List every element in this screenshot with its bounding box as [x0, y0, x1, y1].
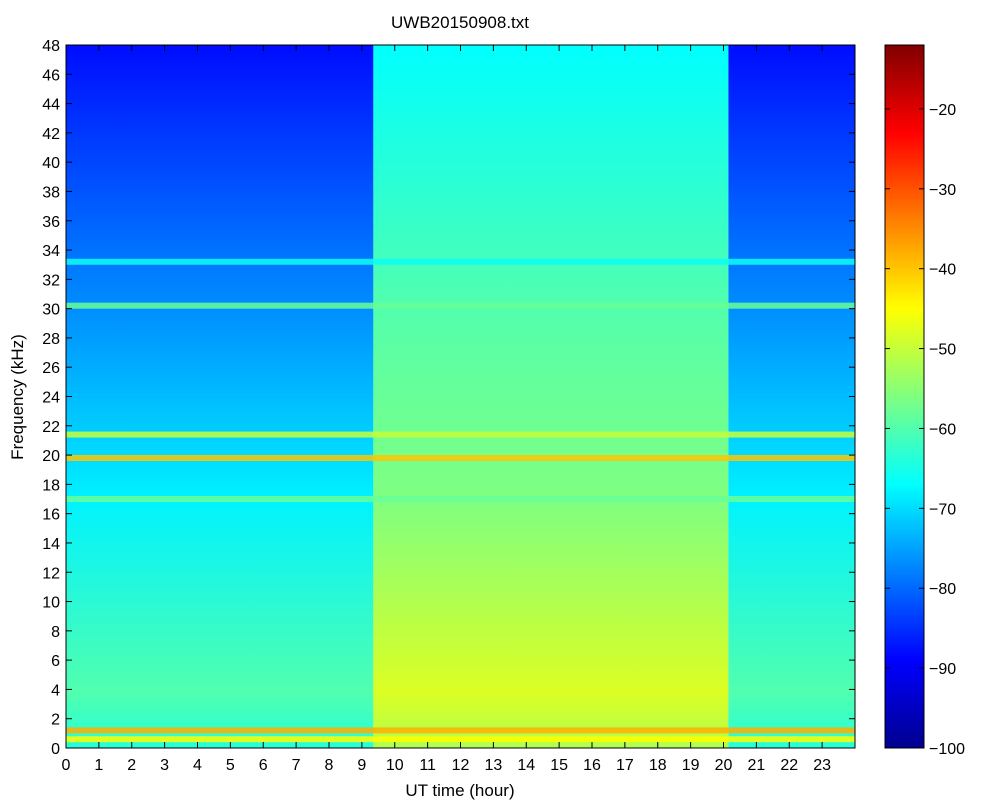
x-tick-label: 2 — [127, 757, 136, 774]
colorbar-tick-label: −30 — [929, 182, 956, 199]
region-block — [373, 45, 729, 748]
y-tick-label: 6 — [51, 653, 60, 670]
y-tick-label: 0 — [51, 741, 60, 758]
x-tick-label: 5 — [226, 757, 235, 774]
colorbar-tick-label: −40 — [929, 262, 956, 279]
colorbar-tick-label: −100 — [929, 741, 965, 758]
colorbar-tick-label: −20 — [929, 102, 956, 119]
x-tick-label: 16 — [583, 757, 601, 774]
y-tick-label: 28 — [42, 331, 60, 348]
x-tick-label: 0 — [62, 757, 71, 774]
y-tick-label: 4 — [51, 682, 60, 699]
y-tick-label: 30 — [42, 302, 60, 319]
y-tick-label: 26 — [42, 360, 60, 377]
x-tick-label: 8 — [325, 757, 334, 774]
x-tick-label: 18 — [649, 757, 667, 774]
x-tick-label: 7 — [292, 757, 301, 774]
y-tick-label: 16 — [42, 507, 60, 524]
y-tick-label: 44 — [42, 97, 60, 114]
y-tick-label: 40 — [42, 155, 60, 172]
frequency-band — [66, 727, 855, 734]
y-axis-label: Frequency (kHz) — [8, 334, 27, 460]
y-tick-label: 10 — [42, 595, 60, 612]
y-tick-label: 36 — [42, 214, 60, 231]
frequency-band — [66, 455, 855, 462]
x-tick-label: 12 — [452, 757, 470, 774]
region-block — [66, 45, 374, 748]
colorbar-tick-label: −70 — [929, 501, 956, 518]
x-tick-label: 21 — [747, 757, 765, 774]
y-tick-label: 42 — [42, 126, 60, 143]
x-tick-label: 10 — [386, 757, 404, 774]
colorbar-tick-label: −50 — [929, 342, 956, 359]
x-tick-label: 4 — [193, 757, 202, 774]
y-tick-label: 20 — [42, 448, 60, 465]
x-tick-label: 19 — [682, 757, 700, 774]
y-tick-label: 12 — [42, 565, 60, 582]
colorbar-tick-label: −90 — [929, 661, 956, 678]
frequency-band — [66, 258, 855, 265]
y-tick-label: 2 — [51, 712, 60, 729]
y-tick-label: 46 — [42, 67, 60, 84]
x-tick-label: 15 — [550, 757, 568, 774]
y-tick-label: 38 — [42, 184, 60, 201]
y-tick-label: 14 — [42, 536, 60, 553]
y-tick-label: 32 — [42, 272, 60, 289]
y-tick-label: 18 — [42, 477, 60, 494]
x-tick-label: 11 — [419, 757, 436, 774]
x-tick-label: 13 — [484, 757, 502, 774]
x-tick-label: 14 — [517, 757, 535, 774]
region-block — [728, 45, 855, 748]
chart-title: UWB20150908.txt — [391, 13, 529, 32]
y-axis: 0246810121416182022242628303234363840424… — [42, 38, 855, 758]
y-tick-label: 24 — [42, 390, 60, 407]
x-tick-label: 23 — [813, 757, 831, 774]
colorbar-ticks: −100 −90 −80 −70 −60 −50 −40 −30 −20 — [885, 102, 965, 758]
y-tick-label: 48 — [42, 38, 60, 55]
colorbar-tick-label: −60 — [929, 421, 956, 438]
y-tick-label: 8 — [51, 624, 60, 641]
x-tick-label: 3 — [160, 757, 169, 774]
frequency-band — [66, 302, 855, 309]
frequency-band — [66, 431, 855, 438]
y-tick-label: 34 — [42, 243, 60, 260]
x-tick-label: 20 — [715, 757, 733, 774]
x-tick-label: 22 — [780, 757, 798, 774]
x-tick-label: 17 — [616, 757, 634, 774]
x-axis-label: UT time (hour) — [405, 781, 514, 800]
colorbar-tick-label: −80 — [929, 581, 956, 598]
y-tick-label: 22 — [42, 419, 60, 436]
x-axis: 0 1 2 3 4 5 6 7 8 9 10 11 12 13 14 15 16 17 18 19 20 21 22 23 — [62, 45, 831, 774]
x-tick-label: 6 — [259, 757, 268, 774]
frequency-band — [66, 736, 855, 743]
colorbar — [884, 44, 925, 749]
x-tick-label: 9 — [357, 757, 366, 774]
frequency-band — [66, 496, 855, 503]
x-tick-label: 1 — [94, 757, 103, 774]
plot-area — [66, 45, 855, 748]
